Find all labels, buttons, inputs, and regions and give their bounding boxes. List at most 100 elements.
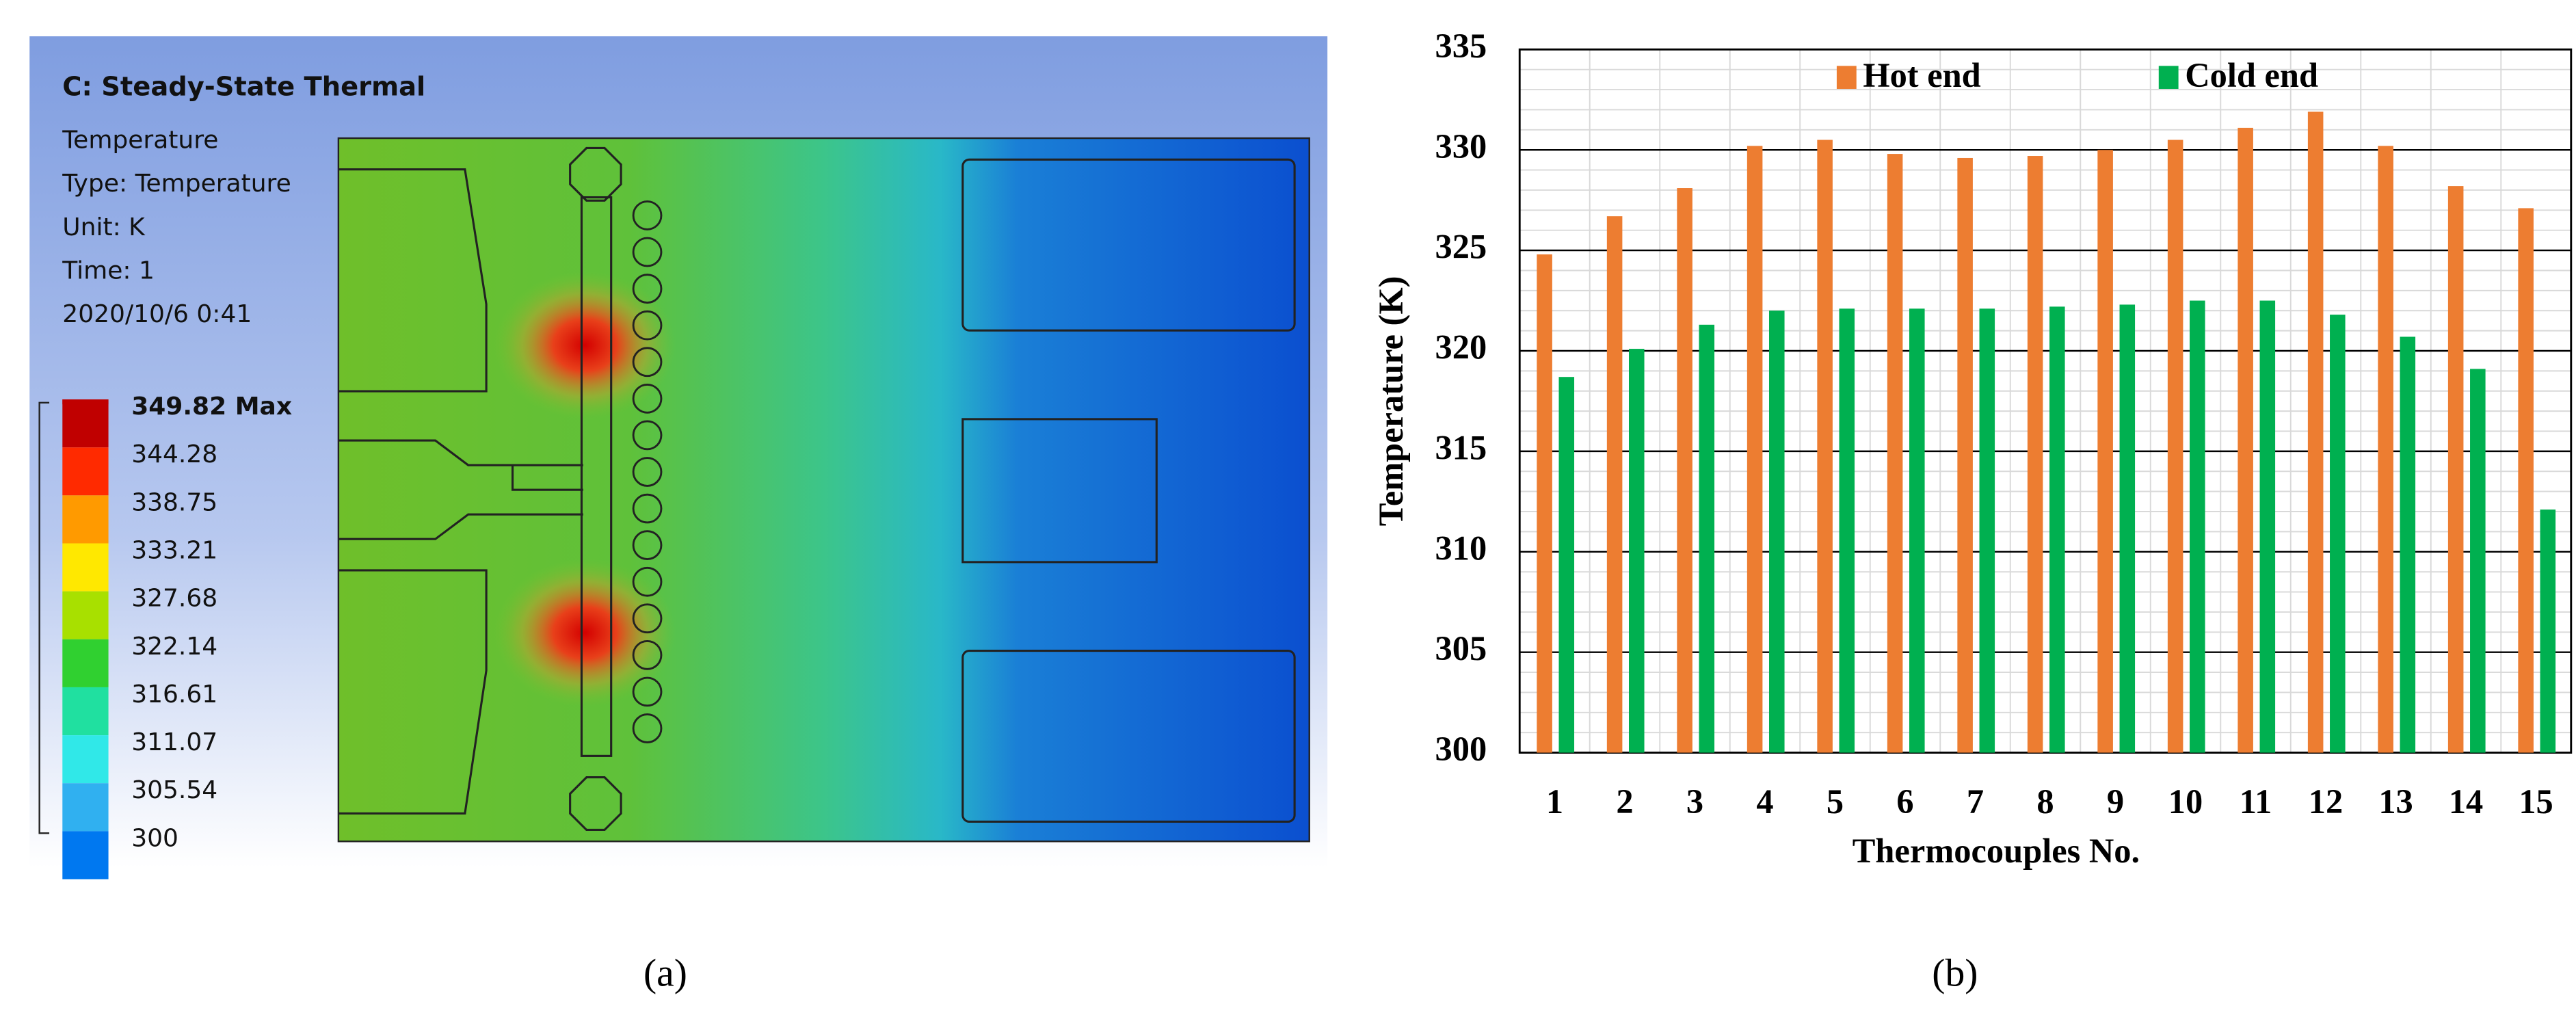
- caption: (a): [643, 952, 687, 995]
- legend-swatch: [1836, 66, 1857, 89]
- hole: [632, 274, 663, 304]
- bar: [1887, 154, 1903, 753]
- legend-label: 333.21: [131, 537, 217, 565]
- hole: [632, 639, 663, 670]
- y-tick-label: 315: [1435, 428, 1487, 466]
- bar: [2027, 156, 2043, 753]
- bar: [1677, 188, 1692, 753]
- info-line: Temperature: [62, 126, 218, 154]
- x-tick-label: 14: [2449, 782, 2483, 821]
- legend-label: 311.07: [131, 728, 217, 756]
- x-tick-label: 8: [2036, 782, 2054, 821]
- legend-swatch: [62, 447, 109, 496]
- hot-spot: [494, 271, 676, 419]
- bar: [1699, 324, 1715, 753]
- hole: [632, 383, 663, 414]
- bar: [2097, 150, 2113, 753]
- bar: [2378, 146, 2393, 753]
- hole: [632, 676, 663, 707]
- legend-label: Cold end: [2185, 56, 2318, 94]
- x-tick-label: 2: [1616, 782, 1633, 821]
- info-line: Type: Temperature: [62, 170, 291, 198]
- bar: [2447, 186, 2464, 753]
- y-tick-label: 310: [1435, 529, 1487, 567]
- plot-frame: [1518, 48, 2573, 754]
- legend-swatch: [2158, 66, 2179, 89]
- legend-swatch: [62, 735, 109, 784]
- bar: [2167, 140, 2183, 753]
- legend-swatch: [62, 831, 109, 879]
- hole: [632, 530, 663, 560]
- bar: [1817, 140, 1833, 753]
- x-tick-label: 10: [2168, 782, 2203, 821]
- y-tick-label: 320: [1435, 328, 1487, 367]
- hole: [632, 420, 663, 451]
- y-tick-label: 305: [1435, 629, 1487, 667]
- panel-a-title: C: Steady-State Thermal: [62, 72, 425, 103]
- bar: [2307, 111, 2324, 753]
- hole: [632, 493, 663, 524]
- bar: [2238, 127, 2253, 753]
- info-line: 2020/10/6 0:41: [62, 300, 252, 328]
- bar: [1537, 254, 1552, 753]
- x-axis-label: Thermocouples No.: [1853, 832, 2140, 870]
- x-tick-label: 12: [2309, 782, 2343, 821]
- bar: [1909, 308, 1925, 753]
- y-axis-label: Temperature (K): [1372, 276, 1410, 527]
- legend-label: Hot end: [1863, 56, 1980, 94]
- x-tick-label: 7: [1967, 782, 1984, 821]
- legend-swatch: [62, 783, 109, 832]
- x-tick-label: 13: [2378, 782, 2413, 821]
- bar: [1979, 308, 1995, 753]
- bar: [2330, 315, 2346, 753]
- x-tick-label: 3: [1686, 782, 1703, 821]
- x-tick-label: 6: [1896, 782, 1913, 821]
- legend-label: 344.28: [131, 440, 217, 468]
- legend-swatch: [62, 495, 109, 544]
- legend-label: 322.14: [131, 633, 217, 661]
- legend-swatch: [62, 639, 109, 687]
- legend-swatch: [62, 543, 109, 592]
- bar: [2049, 306, 2065, 753]
- hot-spot: [494, 559, 676, 707]
- hole: [632, 713, 663, 743]
- bar: [2400, 336, 2416, 753]
- x-tick-label: 15: [2519, 782, 2553, 821]
- bar: [2518, 208, 2534, 753]
- legend-label: 327.68: [131, 585, 217, 613]
- legend-label: 305.54: [131, 776, 217, 804]
- bar: [2470, 369, 2486, 753]
- legend-swatch: [62, 399, 109, 448]
- x-tick-label: 9: [2107, 782, 2124, 821]
- legend-label: 338.75: [131, 488, 217, 516]
- info-line: Unit: K: [62, 213, 146, 241]
- legend-swatch: [62, 687, 109, 736]
- x-tick-label: 4: [1756, 782, 1773, 821]
- bar: [2190, 300, 2205, 753]
- x-tick-label: 1: [1546, 782, 1563, 821]
- hole: [632, 347, 663, 378]
- hole: [632, 603, 663, 634]
- bar: [1558, 377, 1575, 753]
- x-tick-label: 5: [1827, 782, 1844, 821]
- geometry-outline: [338, 146, 1296, 832]
- bar: [1629, 349, 1645, 753]
- bar: [2119, 304, 2136, 753]
- y-tick-label: 300: [1435, 730, 1487, 768]
- legend-swatch: [62, 591, 109, 639]
- bar: [1839, 308, 1855, 753]
- info-line: Time: 1: [62, 256, 155, 284]
- bar: [1769, 310, 1785, 753]
- hole: [632, 310, 663, 341]
- bar: [1747, 146, 1763, 753]
- hole: [632, 237, 663, 267]
- legend-label: 349.82 Max: [131, 393, 292, 421]
- bar: [2540, 510, 2556, 753]
- legend-bracket: [38, 401, 50, 834]
- legend-label: 316.61: [131, 680, 217, 709]
- y-tick-label: 330: [1435, 127, 1487, 166]
- bar: [2259, 300, 2276, 753]
- hole: [632, 200, 663, 230]
- legend-label: 300: [131, 824, 178, 852]
